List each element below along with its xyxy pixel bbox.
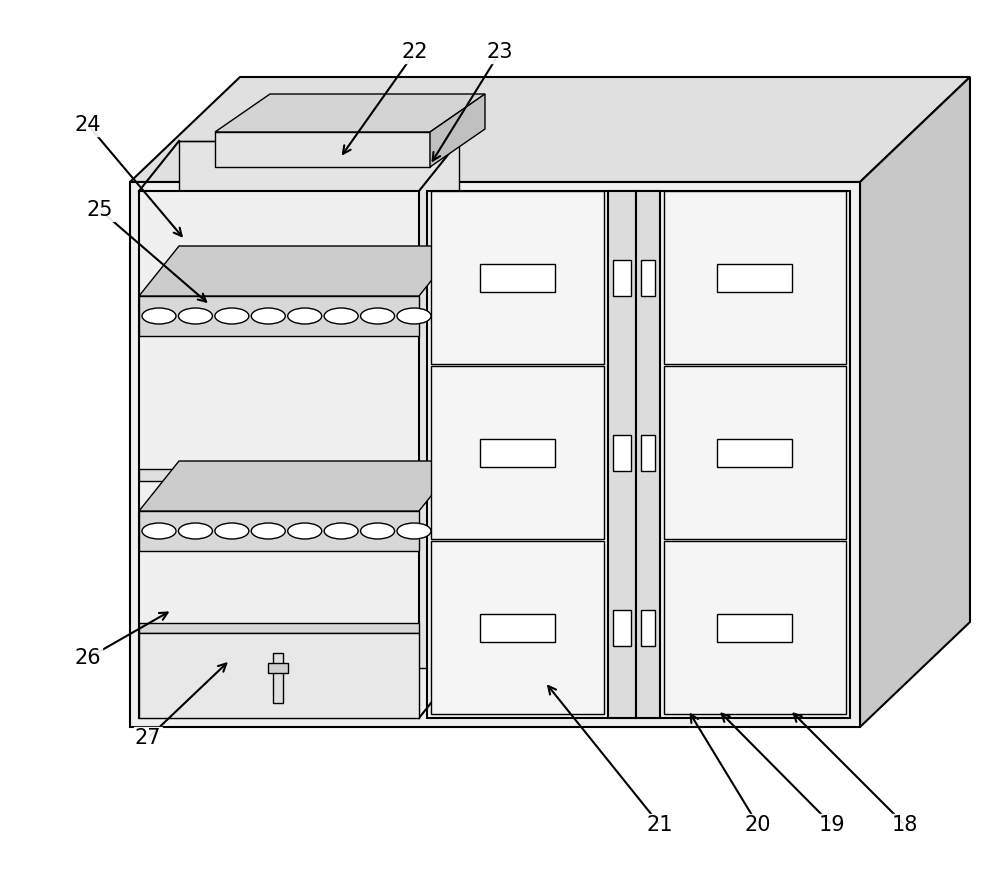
Ellipse shape bbox=[324, 523, 358, 539]
Text: 24: 24 bbox=[75, 115, 101, 135]
Polygon shape bbox=[430, 94, 485, 167]
Ellipse shape bbox=[361, 523, 395, 539]
Text: 19: 19 bbox=[819, 815, 845, 835]
Text: 26: 26 bbox=[75, 648, 101, 668]
Bar bbox=[139, 511, 419, 551]
Ellipse shape bbox=[288, 308, 322, 324]
Bar bbox=[641, 610, 655, 646]
Bar bbox=[636, 191, 660, 718]
Polygon shape bbox=[139, 461, 459, 511]
Bar bbox=[273, 653, 283, 703]
Bar bbox=[613, 435, 631, 471]
Text: 20: 20 bbox=[745, 815, 771, 835]
Ellipse shape bbox=[251, 523, 285, 539]
Text: 22: 22 bbox=[402, 42, 428, 62]
Ellipse shape bbox=[215, 308, 249, 324]
Bar bbox=[139, 191, 419, 718]
Ellipse shape bbox=[361, 308, 395, 324]
Bar bbox=[480, 614, 555, 642]
Bar bbox=[717, 264, 792, 292]
Bar bbox=[179, 141, 459, 668]
Bar bbox=[130, 182, 860, 727]
Bar bbox=[664, 191, 846, 364]
Bar bbox=[139, 469, 419, 481]
Ellipse shape bbox=[288, 523, 322, 539]
Bar bbox=[664, 541, 846, 714]
Bar bbox=[717, 439, 792, 467]
Ellipse shape bbox=[397, 308, 431, 324]
Bar bbox=[480, 439, 555, 467]
Bar bbox=[139, 296, 419, 336]
Bar bbox=[268, 663, 288, 673]
Text: 25: 25 bbox=[87, 200, 113, 220]
Bar bbox=[431, 541, 604, 714]
Ellipse shape bbox=[215, 523, 249, 539]
Polygon shape bbox=[860, 77, 970, 727]
Text: 27: 27 bbox=[135, 728, 161, 748]
Text: 21: 21 bbox=[647, 815, 673, 835]
Bar bbox=[641, 435, 655, 471]
Bar bbox=[664, 366, 846, 539]
Text: 18: 18 bbox=[892, 815, 918, 835]
Bar bbox=[139, 623, 419, 633]
Polygon shape bbox=[215, 94, 485, 132]
Polygon shape bbox=[130, 77, 970, 182]
Bar bbox=[608, 191, 636, 718]
Bar bbox=[427, 191, 850, 718]
Bar bbox=[215, 132, 430, 167]
Ellipse shape bbox=[251, 308, 285, 324]
Bar bbox=[139, 633, 419, 718]
Bar bbox=[641, 260, 655, 296]
Ellipse shape bbox=[178, 523, 212, 539]
Bar bbox=[431, 191, 604, 364]
Bar bbox=[431, 366, 604, 539]
Bar bbox=[480, 264, 555, 292]
Bar bbox=[613, 260, 631, 296]
Ellipse shape bbox=[397, 523, 431, 539]
Bar bbox=[613, 610, 631, 646]
Polygon shape bbox=[139, 246, 459, 296]
Bar bbox=[717, 614, 792, 642]
Text: 23: 23 bbox=[487, 42, 513, 62]
Ellipse shape bbox=[178, 308, 212, 324]
Ellipse shape bbox=[142, 308, 176, 324]
Ellipse shape bbox=[324, 308, 358, 324]
Ellipse shape bbox=[142, 523, 176, 539]
